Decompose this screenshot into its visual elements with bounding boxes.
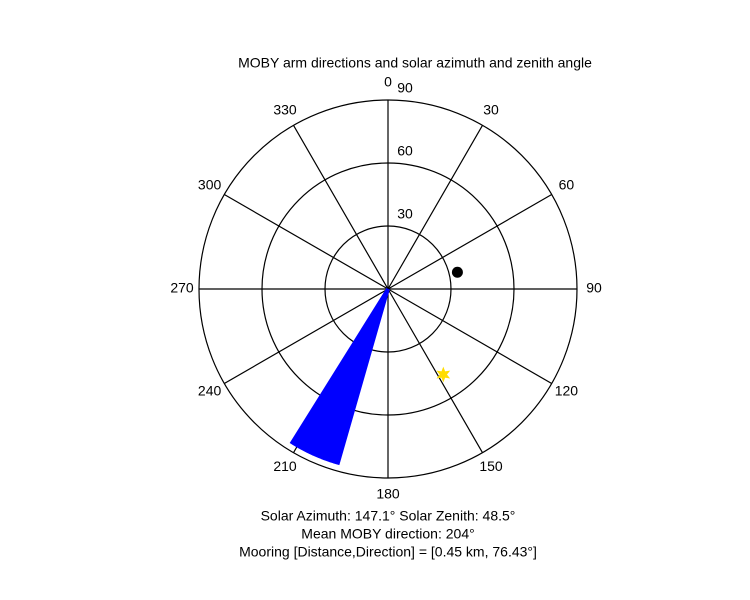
theta-tick-label: 0	[384, 74, 392, 90]
ring	[261, 162, 515, 416]
annotation: Mooring [Distance,Direction] = [0.45 km,…	[239, 544, 537, 560]
ring	[198, 99, 578, 479]
sun-position	[436, 366, 451, 383]
arm-direction	[289, 288, 390, 445]
r-tick-label: 60	[397, 143, 413, 159]
spoke	[387, 288, 552, 385]
spoke	[387, 125, 484, 290]
theta-tick-label: 30	[483, 101, 499, 117]
theta-tick-label: 210	[273, 458, 297, 474]
theta-tick-label: 90	[586, 280, 602, 296]
theta-tick-label: 240	[198, 383, 222, 399]
spoke	[224, 193, 389, 290]
theta-tick-label: 180	[376, 486, 400, 502]
spoke	[292, 125, 389, 290]
spoke	[387, 193, 552, 290]
r-tick-label: 30	[397, 206, 413, 222]
r-tick-label: 90	[397, 80, 413, 96]
theta-tick-label: 270	[170, 280, 194, 296]
theta-tick-label: 330	[273, 101, 297, 117]
spoke	[224, 288, 389, 385]
annotation: Mean MOBY direction: 204°	[301, 526, 474, 542]
theta-tick-label: 300	[198, 177, 222, 193]
spoke	[387, 288, 484, 453]
chart-title: MOBY arm directions and solar azimuth an…	[238, 55, 592, 71]
theta-tick-label: 120	[555, 383, 579, 399]
ring	[324, 225, 452, 353]
theta-tick-label: 60	[559, 177, 575, 193]
mooring-point	[451, 266, 463, 278]
annotation: Solar Azimuth: 147.1° Solar Zenith: 48.5…	[261, 508, 516, 524]
theta-tick-label: 150	[479, 458, 503, 474]
